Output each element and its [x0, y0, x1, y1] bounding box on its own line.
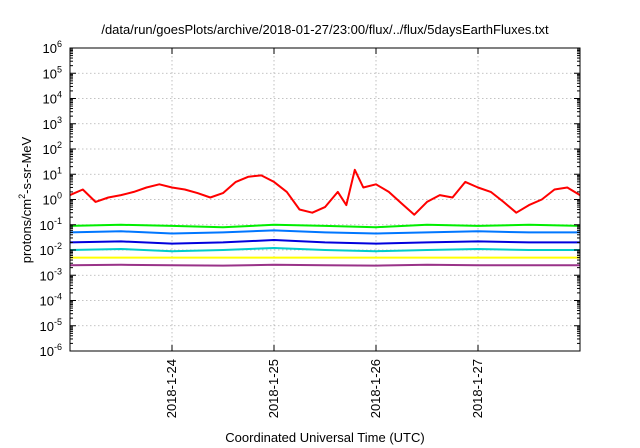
y-tick-label: 103 — [43, 115, 62, 132]
y-tick-label: 10-4 — [40, 292, 62, 309]
y-tick-base: 10 — [40, 319, 54, 334]
y-tick-label: 101 — [43, 165, 62, 182]
series-line-1 — [69, 168, 581, 216]
y-tick-label: 10-6 — [40, 342, 62, 359]
y-tick-label: 105 — [43, 64, 62, 81]
series-lines — [69, 168, 581, 267]
y-tick-exponent: 3 — [57, 115, 62, 125]
series-line-2 — [69, 223, 581, 229]
y-axis-title-sup: 2 — [17, 194, 27, 199]
x-tick-label: 2018-1-27 — [470, 359, 485, 418]
y-tick-base: 10 — [43, 92, 57, 107]
x-tick-labels: 2018-1-24 2018-1-25 2018-1-26 2018-1-27 — [164, 359, 485, 418]
y-tick-label: 10-1 — [40, 216, 62, 233]
y-tick-exponent: -6 — [54, 342, 62, 352]
y-tick-base: 10 — [43, 117, 57, 132]
y-tick-labels: 10-610-510-410-310-210-11001011021031041… — [40, 39, 62, 359]
y-tick-label: 102 — [43, 140, 62, 157]
x-tick-label: 2018-1-24 — [164, 359, 179, 418]
y-tick-label: 10-3 — [40, 266, 62, 283]
series-line-4 — [69, 247, 580, 253]
y-tick-exponent: 1 — [57, 165, 62, 175]
y-tick-exponent: -1 — [54, 216, 62, 226]
grid-lines — [70, 48, 580, 351]
y-tick-label: 10-5 — [40, 317, 62, 334]
y-tick-base: 10 — [40, 243, 54, 258]
y-tick-base: 10 — [40, 294, 54, 309]
x-axis-title: Coordinated Universal Time (UTC) — [225, 430, 424, 445]
y-axis-title-base: protons/cm — [19, 199, 34, 263]
axis-ticks — [70, 47, 580, 352]
y-tick-base: 10 — [43, 167, 57, 182]
y-tick-base: 10 — [40, 344, 54, 359]
y-axis-title: protons/cm2-s-sr-MeV — [17, 136, 34, 263]
y-tick-base: 10 — [43, 66, 57, 81]
y-tick-base: 10 — [40, 218, 54, 233]
x-tick-label: 2018-1-25 — [266, 359, 281, 418]
series-line-7 — [69, 263, 580, 267]
y-tick-exponent: -5 — [54, 317, 62, 327]
y-tick-exponent: 0 — [57, 191, 62, 201]
y-tick-exponent: -4 — [54, 292, 62, 302]
y-tick-exponent: 4 — [57, 90, 62, 100]
y-tick-exponent: -2 — [54, 241, 62, 251]
y-tick-label: 106 — [43, 39, 62, 56]
y-axis-title-rest: -s-sr-MeV — [19, 136, 34, 193]
y-tick-label: 104 — [43, 90, 62, 107]
series-line-3 — [69, 229, 580, 235]
x-tick-label: 2018-1-26 — [368, 359, 383, 418]
y-tick-exponent: 2 — [57, 140, 62, 150]
series-line-5 — [69, 239, 580, 245]
y-tick-label: 100 — [43, 191, 62, 208]
y-tick-base: 10 — [43, 193, 57, 208]
y-tick-exponent: 6 — [57, 39, 62, 49]
y-tick-label: 10-2 — [40, 241, 62, 258]
y-tick-base: 10 — [43, 41, 57, 56]
chart-title: /data/run/goesPlots/archive/2018-01-27/2… — [101, 22, 549, 37]
y-tick-exponent: -3 — [54, 266, 62, 276]
y-tick-base: 10 — [43, 142, 57, 157]
y-tick-base: 10 — [40, 268, 54, 283]
y-tick-exponent: 5 — [57, 64, 62, 74]
